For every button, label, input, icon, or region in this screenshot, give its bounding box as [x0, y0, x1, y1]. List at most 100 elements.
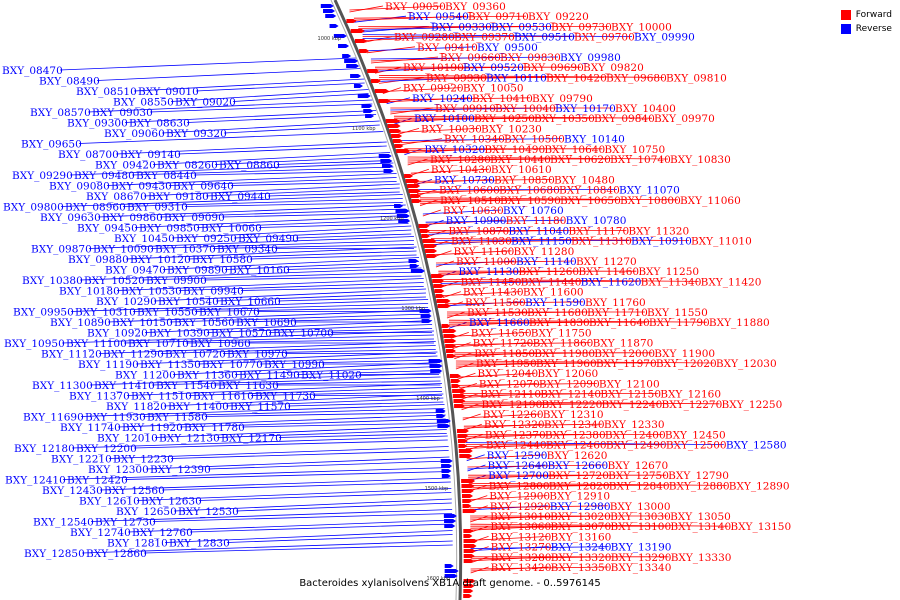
gene-label: BXY_11560: [465, 297, 526, 309]
gene-label: BXY_09530: [491, 21, 552, 33]
gene-label: BXY_10120: [130, 254, 191, 266]
forward-feature-mark: [371, 79, 382, 83]
gene-label: BXY_13060: [490, 521, 551, 533]
reverse-feature-mark: [378, 154, 392, 158]
forward-feature-mark: [422, 239, 437, 243]
gene-label: BXY_10620: [550, 154, 611, 166]
gene-connector: [203, 275, 422, 281]
gene-connector: [99, 477, 451, 491]
gene-connector: [466, 454, 485, 462]
gene-connector: [268, 328, 433, 333]
gene-label: BXY_12670: [607, 460, 668, 472]
gene-label: BXY_10690: [236, 317, 297, 329]
gene-label: BXY_13150: [730, 521, 791, 533]
forward-feature-mark: [463, 534, 473, 538]
reverse-feature-mark: [443, 514, 457, 518]
reverse-feature-mark: [436, 419, 451, 423]
gene-label: BXY_12540: [33, 517, 94, 529]
gene-label: BXY_10780: [566, 215, 627, 227]
gene-label: BXY_10700: [273, 328, 334, 340]
gene-connector: [386, 97, 531, 101]
gene-label: BXY_12270: [662, 399, 723, 411]
gene-label: BXY_08260: [157, 160, 218, 172]
forward-feature-mark: [450, 379, 461, 383]
gene-label: BXY_12010: [97, 433, 158, 445]
forward-feature-mark: [432, 279, 445, 283]
forward-feature-mark: [408, 189, 421, 193]
gene-connector: [226, 534, 453, 543]
gene-connector: [216, 429, 447, 438]
reverse-feature-mark: [420, 314, 432, 318]
gene-label: BXY_11360: [177, 370, 238, 382]
gene-label: BXY_11540: [156, 380, 217, 392]
gene-connector: [428, 230, 447, 237]
gene-label: BXY_10610: [491, 164, 552, 176]
gene-label: BXY_11150: [511, 236, 572, 248]
gene-connector: [124, 471, 451, 480]
forward-feature-mark: [463, 529, 474, 533]
gene-connector: [213, 380, 441, 386]
gene-connector: [153, 288, 426, 302]
gene-connector: [187, 250, 417, 260]
gene-label: BXY_11660: [469, 317, 530, 329]
gene-label: BXY_12850: [24, 548, 85, 560]
gene-label: BXY_12820: [549, 480, 610, 492]
gene-connector: [106, 173, 397, 186]
gene-label: BXY_12060: [537, 368, 598, 380]
gene-label: BXY_11690: [23, 412, 84, 424]
gene-label: BXY_10960: [190, 338, 251, 350]
gene-label: BXY_11790: [649, 317, 710, 329]
gene-label: BXY_11350: [140, 359, 201, 371]
gene-label: BXY_09880: [68, 254, 129, 266]
forward-feature-mark: [449, 374, 461, 378]
forward-feature-mark: [459, 454, 473, 458]
reverse-feature-mark: [357, 94, 371, 98]
gene-connector: [115, 141, 387, 155]
forward-feature-mark: [461, 489, 474, 493]
gene-label: BXY_13330: [671, 552, 732, 564]
gene-label: BXY_12150: [600, 389, 661, 401]
gene-label: BXY_11830: [529, 317, 590, 329]
gene-label: BXY_11410: [94, 380, 155, 392]
gene-label: BXY_10110: [486, 72, 547, 84]
gene-label: BXY_11490: [239, 370, 300, 382]
gene-label: BXY_10000: [611, 21, 672, 33]
gene-label: BXY_09330: [431, 21, 492, 33]
gene-label: BXY_11170: [568, 225, 629, 237]
gene-label: BXY_12810: [107, 538, 168, 550]
forward-feature-mark: [452, 394, 466, 398]
gene-connector: [196, 219, 409, 228]
gene-label: BXY_12220: [542, 399, 603, 411]
gene-label: BXY_11820: [106, 401, 167, 413]
forward-feature-mark: [431, 274, 445, 278]
gene-connector: [296, 370, 440, 375]
gene-connector: [142, 408, 445, 417]
forward-feature-mark: [453, 399, 466, 403]
gene-label: BXY_13140: [670, 521, 731, 533]
gene-connector: [469, 505, 608, 509]
gene-label: BXY_09630: [40, 212, 101, 224]
gene-label: BXY_13340: [611, 562, 672, 574]
gene-label: BXY_12760: [132, 527, 193, 539]
gene-connector: [470, 556, 489, 564]
gene-label: BXY_12200: [76, 443, 137, 455]
reverse-feature-mark: [435, 409, 446, 413]
gene-label: BXY_11440: [521, 276, 582, 288]
forward-feature-mark: [462, 499, 473, 503]
gene-label: BXY_10680: [499, 185, 560, 197]
forward-feature-mark: [461, 479, 476, 483]
gene-label: BXY_09650: [21, 139, 82, 151]
gene-label: BXY_08510: [76, 86, 137, 98]
gene-connector: [386, 97, 411, 105]
gene-connector: [133, 78, 365, 92]
gene-connector: [430, 238, 689, 241]
gene-label: BXY_13070: [550, 521, 611, 533]
forward-feature-mark: [463, 584, 475, 588]
gene-label: BXY_12500: [666, 440, 727, 452]
reverse-feature-mark: [344, 59, 359, 63]
gene-connector: [188, 387, 442, 396]
gene-connector: [232, 93, 369, 102]
gene-connector: [223, 124, 380, 134]
gene-label: BXY_12110: [480, 389, 541, 401]
gene-connector: [454, 352, 473, 360]
